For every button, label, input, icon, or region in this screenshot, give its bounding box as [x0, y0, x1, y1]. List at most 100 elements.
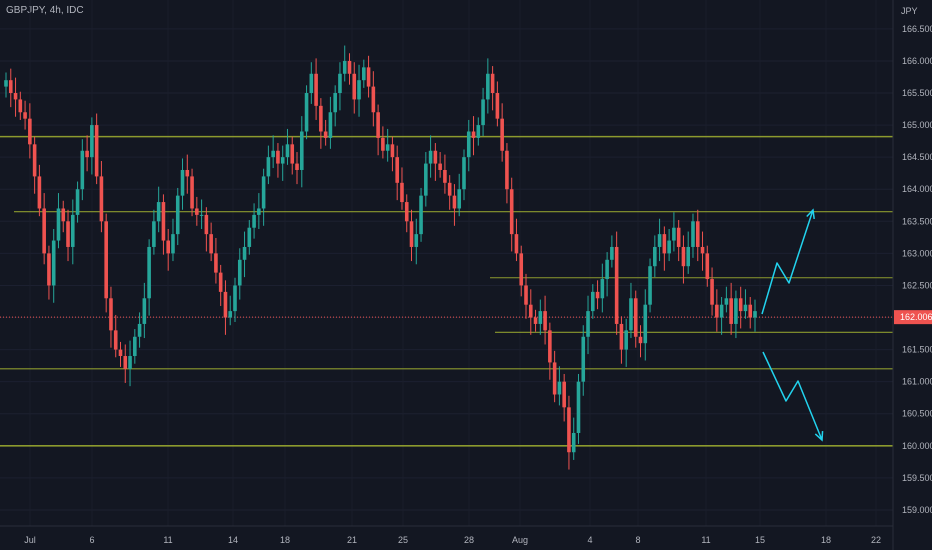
candle: [676, 220, 681, 262]
candle-body: [734, 298, 738, 324]
candle: [8, 68, 13, 108]
candle-body: [166, 240, 171, 254]
candle-body: [128, 356, 132, 369]
candle: [366, 55, 371, 98]
candle-body: [466, 131, 471, 158]
candle-body: [500, 118, 504, 151]
candle-body: [562, 381, 566, 408]
candle: [195, 196, 199, 226]
candle-body: [610, 246, 614, 260]
candle: [4, 72, 8, 98]
candle-body: [438, 163, 442, 170]
candle-body: [295, 163, 299, 170]
bearish-projection-arrow: [762, 351, 824, 442]
candle: [734, 290, 738, 339]
candle: [90, 117, 94, 175]
candle-body: [657, 234, 662, 247]
candle: [314, 58, 318, 120]
candle: [447, 175, 452, 210]
candle-body: [285, 144, 290, 158]
candle: [56, 193, 61, 249]
candle: [209, 222, 213, 262]
candle-body: [304, 93, 309, 132]
candle: [338, 62, 342, 111]
candle-body: [376, 112, 380, 138]
candle: [486, 58, 490, 114]
candle: [333, 85, 337, 127]
candle: [237, 248, 242, 300]
candle: [610, 235, 614, 268]
candle: [686, 231, 691, 274]
candle: [543, 295, 547, 345]
candle: [672, 212, 676, 252]
candle: [495, 81, 500, 127]
candle: [214, 237, 218, 284]
candle-body: [13, 93, 18, 100]
candle: [419, 187, 423, 242]
candle-body: [214, 253, 218, 273]
x-tick-label: Aug: [512, 535, 528, 545]
candle-body: [567, 407, 571, 453]
candle: [128, 340, 132, 387]
x-tick-label: 11: [163, 535, 172, 545]
candle: [476, 117, 481, 146]
candle: [32, 136, 37, 194]
x-tick-label: 28: [464, 535, 474, 545]
candle: [104, 213, 108, 313]
y-tick-label: 165.500: [902, 88, 932, 98]
time-axis: Jul 6 11 14 18 21 25 28 Aug 4 8 11 15 18 22: [24, 535, 881, 545]
candle-body: [357, 80, 361, 100]
candle-body: [428, 150, 433, 164]
candle-body: [686, 246, 691, 267]
y-tick-label: 159.500: [902, 473, 932, 483]
candle: [528, 289, 533, 335]
candle-body: [672, 227, 676, 241]
candle: [166, 229, 171, 271]
candle-body: [614, 246, 619, 324]
candle: [710, 267, 714, 316]
candle-body: [328, 112, 333, 138]
candle: [381, 126, 385, 159]
candle-body: [161, 202, 166, 241]
grid-layer: [0, 28, 893, 511]
candle: [629, 282, 633, 339]
candle: [252, 203, 256, 239]
candle: [452, 184, 457, 226]
candle-body: [180, 169, 185, 196]
candle: [285, 128, 290, 165]
candle-body: [51, 240, 56, 286]
candle: [729, 282, 733, 335]
candle-body: [710, 279, 714, 305]
price-axis: 166.500 166.000 165.500 165.000 164.500 164.0…: [902, 24, 932, 515]
candle: [700, 231, 705, 271]
candle-body: [543, 311, 547, 331]
candle: [576, 373, 581, 444]
horizontal-levels: [0, 135, 893, 447]
candle: [118, 341, 123, 367]
candle: [290, 136, 295, 175]
candle-body: [276, 150, 280, 164]
candle: [524, 273, 528, 319]
candle: [242, 231, 247, 278]
x-tick-label: 21: [347, 535, 357, 545]
candle: [223, 280, 228, 335]
candle-body: [271, 150, 275, 158]
candle: [99, 161, 104, 233]
candle: [590, 284, 595, 319]
currency-label: JPY: [901, 6, 918, 16]
candle: [342, 45, 347, 82]
candle: [753, 299, 757, 332]
candle-body: [66, 221, 70, 247]
candle: [347, 53, 352, 85]
candle-body: [223, 291, 228, 318]
candle-body: [648, 266, 652, 305]
candle-body: [538, 311, 543, 324]
symbol-label: GBPJPY, 4h, IDC: [6, 5, 84, 16]
candle-body: [80, 150, 85, 190]
candle: [175, 187, 180, 246]
candle: [600, 263, 605, 313]
candle: [605, 252, 609, 297]
candle-body: [509, 189, 514, 235]
candle-body: [218, 272, 223, 292]
